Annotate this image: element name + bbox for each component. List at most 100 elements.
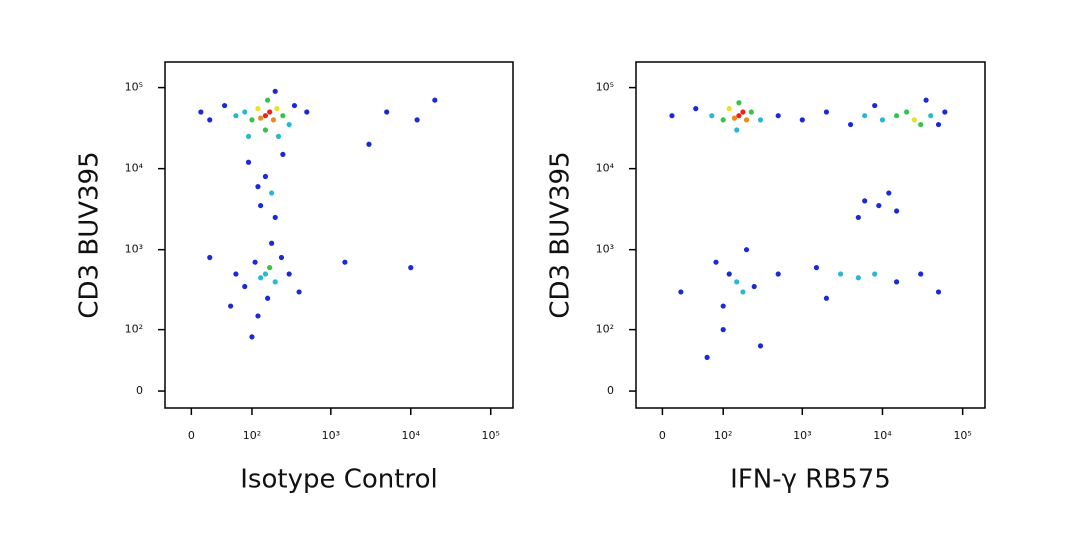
event-dot xyxy=(678,289,684,295)
event-dot xyxy=(799,117,805,123)
event-dot xyxy=(918,121,924,128)
y-axis-title: CD3 BUV395 xyxy=(75,151,105,318)
event-dot xyxy=(731,115,737,121)
event-dot xyxy=(269,240,275,246)
event-dot xyxy=(255,106,261,112)
event-dot xyxy=(414,117,420,123)
event-dot xyxy=(262,127,269,133)
event-dot xyxy=(847,121,854,128)
event-dot xyxy=(272,88,278,94)
x-tick-label: 10⁵ xyxy=(482,429,500,442)
x-tick-label: 0 xyxy=(188,429,195,442)
event-dot xyxy=(228,303,234,309)
event-dot xyxy=(734,279,740,285)
y-tick-label: 10⁵ xyxy=(596,81,614,94)
event-dot xyxy=(751,283,757,290)
y-tick-label: 0 xyxy=(136,384,143,397)
event-dot xyxy=(262,113,269,119)
event-dot xyxy=(278,254,285,261)
event-dot xyxy=(262,173,269,180)
event-dot xyxy=(928,113,934,119)
event-dot xyxy=(720,117,726,123)
event-dot xyxy=(935,289,942,295)
event-dot xyxy=(274,106,280,112)
plot-frame xyxy=(164,61,514,409)
event-dot xyxy=(743,117,750,123)
event-dot xyxy=(249,117,255,123)
event-dot xyxy=(736,100,742,106)
event-dot xyxy=(296,289,302,295)
event-dot xyxy=(221,102,228,109)
event-dot xyxy=(736,113,742,119)
y-tick-label: 0 xyxy=(607,384,614,397)
event-dot xyxy=(775,271,781,277)
event-dot xyxy=(265,295,271,301)
x-tick-label: 10⁴ xyxy=(873,429,892,442)
event-dot xyxy=(740,109,746,115)
event-dot xyxy=(233,113,239,119)
event-dot xyxy=(669,113,675,119)
y-tick-label: 10⁴ xyxy=(125,162,144,175)
event-dot xyxy=(342,259,348,265)
event-dot xyxy=(249,334,255,340)
y-tick-label: 10² xyxy=(596,323,614,336)
event-dot xyxy=(893,208,900,214)
event-dot xyxy=(233,271,239,277)
event-dot xyxy=(757,343,764,349)
event-dot xyxy=(272,214,278,221)
y-tick-label: 10³ xyxy=(596,243,614,256)
x-tick-label: 10⁵ xyxy=(953,429,971,442)
event-dot xyxy=(942,109,948,115)
event-dot xyxy=(726,106,732,112)
event-dot xyxy=(267,109,273,115)
event-dot xyxy=(823,295,830,301)
event-dot xyxy=(775,113,781,119)
x-tick-label: 10² xyxy=(243,429,261,442)
event-dot xyxy=(198,109,204,115)
event-dot xyxy=(270,117,277,123)
event-dot xyxy=(872,271,878,277)
x-axis-title: IFN-γ RB575 xyxy=(730,465,891,495)
y-axis-title: CD3 BUV395 xyxy=(546,151,576,318)
event-dot xyxy=(720,303,726,309)
event-dot xyxy=(757,117,764,123)
event-dot xyxy=(304,109,310,115)
event-dot xyxy=(918,271,924,277)
event-dot xyxy=(862,113,868,119)
event-dot xyxy=(245,159,252,165)
event-dot xyxy=(876,202,882,209)
event-dot xyxy=(255,313,261,319)
event-dot xyxy=(862,198,868,204)
event-dot xyxy=(265,97,271,103)
event-dot xyxy=(855,275,861,281)
event-dot xyxy=(748,109,754,115)
event-dot xyxy=(384,109,390,115)
event-dot xyxy=(879,117,886,123)
event-dot xyxy=(704,354,710,360)
event-dot xyxy=(893,113,900,119)
event-dot xyxy=(275,133,282,139)
event-dot xyxy=(280,113,286,119)
event-dot xyxy=(207,254,213,261)
event-dot xyxy=(252,259,258,265)
event-dot xyxy=(709,113,715,119)
event-dot xyxy=(245,133,252,139)
event-dot xyxy=(911,117,917,123)
event-dot xyxy=(823,109,830,115)
event-dot xyxy=(286,121,292,128)
x-axis-title: Isotype Control xyxy=(240,465,437,495)
event-dot xyxy=(267,265,273,271)
event-dot xyxy=(720,327,726,333)
event-dot xyxy=(813,265,820,271)
event-dot xyxy=(269,190,275,196)
event-dot xyxy=(837,271,844,277)
x-tick-label: 10³ xyxy=(322,429,340,442)
event-dot xyxy=(855,214,861,221)
event-dot xyxy=(734,127,740,133)
event-dot xyxy=(262,271,269,277)
event-dot xyxy=(291,102,298,109)
x-tick-label: 10⁴ xyxy=(402,429,421,442)
event-dot xyxy=(242,109,248,115)
event-dot xyxy=(886,190,892,196)
